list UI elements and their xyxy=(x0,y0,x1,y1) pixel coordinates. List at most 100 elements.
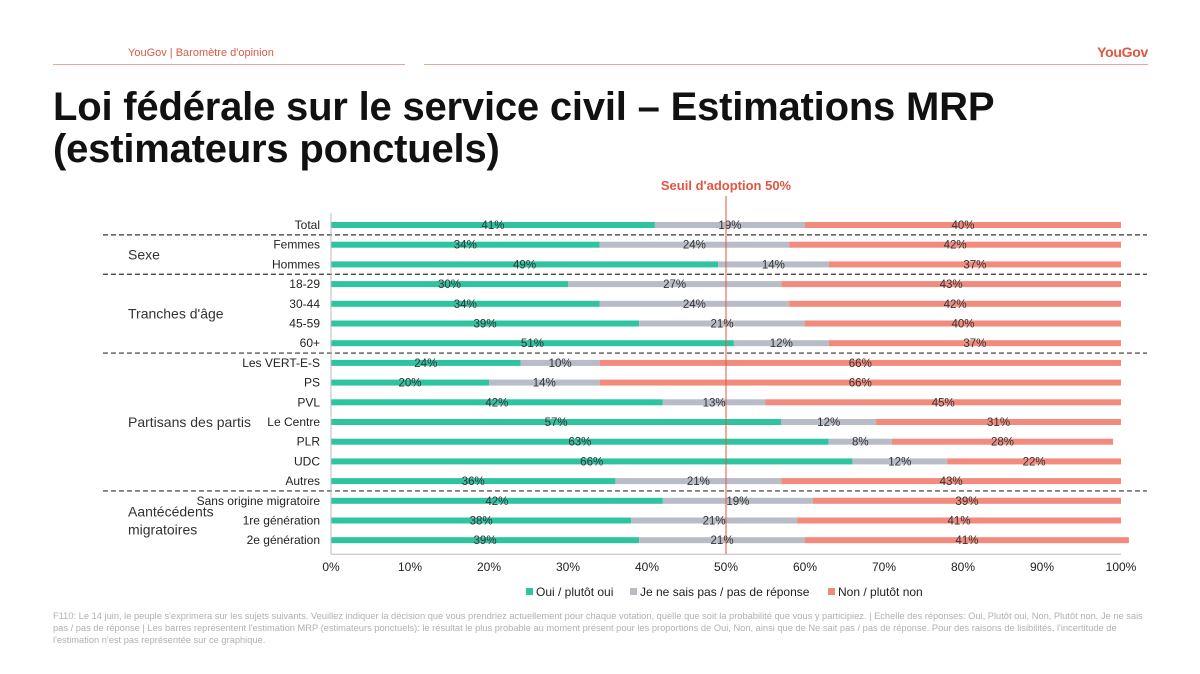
data-label-nsp: 10% xyxy=(549,358,572,370)
row-label: Le Centre xyxy=(267,415,320,429)
yougov-logo: YouGov xyxy=(1097,44,1148,60)
bar-segment-nsp xyxy=(733,340,829,347)
row-label: PVL xyxy=(297,395,320,409)
data-label-nsp: 12% xyxy=(817,417,840,429)
data-label-non: 42% xyxy=(944,240,967,252)
row-label: 30-44 xyxy=(289,297,320,311)
data-label-nsp: 21% xyxy=(711,319,734,331)
bar-segment-oui xyxy=(331,399,663,406)
bar-segment-nsp xyxy=(852,458,948,465)
data-label-non: 39% xyxy=(955,496,978,508)
bar-segment-non xyxy=(805,320,1121,327)
data-label-oui: 51% xyxy=(521,338,544,350)
group-label: Tranches d'âge xyxy=(128,306,224,322)
data-label-oui: 24% xyxy=(414,358,437,370)
data-label-nsp: 8% xyxy=(852,437,869,449)
bar-segment-oui xyxy=(331,537,640,544)
data-label-nsp: 27% xyxy=(663,279,686,291)
bar-segment-nsp xyxy=(489,379,600,386)
bar-segment-oui xyxy=(331,241,600,248)
bar-segment-oui xyxy=(331,438,829,445)
legend-swatch-nsp xyxy=(630,588,637,595)
data-label-oui: 34% xyxy=(454,240,477,252)
data-label-non: 40% xyxy=(951,220,974,232)
data-label-non: 43% xyxy=(940,476,963,488)
data-label-non: 41% xyxy=(955,535,978,547)
x-tick-label: 0% xyxy=(322,560,340,574)
data-label-nsp: 21% xyxy=(703,516,726,528)
data-label-oui: 49% xyxy=(513,259,536,271)
bar-segment-non xyxy=(789,300,1121,307)
bar-segment-oui xyxy=(331,261,719,268)
group-label: Sexe xyxy=(128,247,160,263)
group-label: Partisans des partis xyxy=(128,414,251,430)
data-label-oui: 30% xyxy=(438,279,461,291)
data-label-nsp: 12% xyxy=(770,338,793,350)
data-label-non: 45% xyxy=(932,397,955,409)
row-label: 1re génération xyxy=(243,514,320,528)
data-label-oui: 38% xyxy=(470,516,493,528)
bar-segment-nsp xyxy=(599,241,790,248)
row-label: 2e génération xyxy=(247,533,320,547)
header-divider-left xyxy=(53,64,405,65)
bar-segment-non xyxy=(828,340,1121,347)
bar-segment-oui xyxy=(331,478,616,485)
legend-swatch-non xyxy=(828,588,835,595)
bar-segment-non xyxy=(781,478,1121,485)
bar-segment-non xyxy=(765,399,1121,406)
bar-segment-nsp xyxy=(615,478,782,485)
data-label-non: 37% xyxy=(963,338,986,350)
x-tick-label: 50% xyxy=(714,560,738,574)
bar-segment-oui xyxy=(331,379,489,386)
data-label-oui: 57% xyxy=(545,417,568,429)
bar-segment-oui xyxy=(331,340,734,347)
row-label: PS xyxy=(304,376,320,390)
bar-segment-nsp xyxy=(520,359,600,366)
row-label: Total xyxy=(295,218,320,232)
x-tick-label: 100% xyxy=(1106,560,1137,574)
bar-segment-oui xyxy=(331,497,663,504)
data-label-nsp: 24% xyxy=(683,299,706,311)
bar-segment-nsp xyxy=(781,419,877,425)
row-label: Autres xyxy=(285,474,320,488)
data-label-oui: 41% xyxy=(481,220,504,232)
bar-segment-nsp xyxy=(639,320,805,327)
bar-segment-nsp xyxy=(662,399,766,406)
data-label-non: 42% xyxy=(944,299,967,311)
bar-segment-non xyxy=(876,419,1121,425)
row-label: 45-59 xyxy=(289,317,320,331)
bar-segment-nsp xyxy=(828,438,892,445)
bar-segment-oui xyxy=(331,281,568,288)
data-label-non: 40% xyxy=(951,319,974,331)
bar-segment-nsp xyxy=(639,537,805,544)
bar-segment-nsp xyxy=(662,497,813,504)
data-label-nsp: 21% xyxy=(711,535,734,547)
x-tick-label: 40% xyxy=(635,560,659,574)
legend-swatch-oui xyxy=(526,588,533,595)
bar-segment-non xyxy=(947,458,1121,465)
data-label-non: 28% xyxy=(991,437,1014,449)
bar-segment-non xyxy=(599,379,1121,386)
data-label-non: 41% xyxy=(948,516,971,528)
data-label-oui: 63% xyxy=(568,437,591,449)
bar-segment-non xyxy=(797,517,1121,524)
data-label-non: 22% xyxy=(1023,456,1046,468)
data-label-oui: 20% xyxy=(398,378,421,390)
bar-segment-oui xyxy=(331,419,782,425)
bar-segment-oui xyxy=(331,359,521,366)
data-label-non: 43% xyxy=(940,279,963,291)
bar-segment-nsp xyxy=(654,222,805,228)
bar-segment-non xyxy=(812,497,1121,504)
bar-segment-oui xyxy=(331,458,853,465)
data-label-nsp: 21% xyxy=(687,476,710,488)
bar-segment-oui xyxy=(331,222,655,228)
data-label-nsp: 14% xyxy=(533,378,556,390)
bar-segment-non xyxy=(599,359,1121,366)
threshold-label: Seuil d'adoption 50% xyxy=(661,178,792,193)
bar-segment-oui xyxy=(331,300,600,307)
data-label-nsp: 14% xyxy=(762,259,785,271)
bar-segment-non xyxy=(828,261,1121,268)
legend-label-nsp: Je ne sais pas / pas de réponse xyxy=(640,585,810,599)
bar-segment-nsp xyxy=(631,517,798,524)
data-label-oui: 39% xyxy=(474,535,497,547)
